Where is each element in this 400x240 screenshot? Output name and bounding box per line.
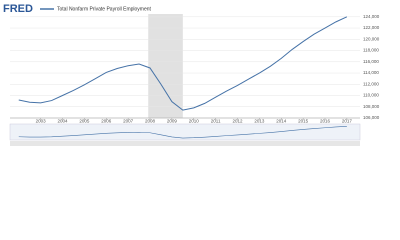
x-tick-label: 2008 — [145, 119, 156, 124]
y-tick-label: 110,000 — [363, 93, 379, 98]
series-line — [18, 16, 348, 111]
x-tick-label: 2012 — [232, 119, 243, 124]
navigator — [9, 123, 361, 141]
y-tick-label: 120,000 — [363, 36, 380, 41]
y-tick-label: 108,000 — [363, 104, 380, 109]
x-tick-label: 2009 — [167, 119, 178, 124]
y-tick-label: 112,000 — [363, 81, 379, 86]
fred-logo: FRED — [3, 3, 33, 15]
x-tick-label: 2007 — [123, 119, 134, 124]
scrollbar — [10, 141, 360, 146]
x-tick-label: 2006 — [101, 119, 112, 124]
y-tick-label: 124,000 — [363, 14, 380, 19]
chart: FRED Total Nonfarm Private Payroll Emplo… — [3, 3, 380, 146]
navigator-line — [18, 126, 347, 139]
x-tick-label: 2016 — [320, 119, 331, 124]
page: {"logo": "FRED", "chart_data": {"type": … — [3, 2, 380, 146]
x-tick-label: 2010 — [189, 119, 200, 124]
y-tick-label: 118,000 — [363, 48, 379, 53]
y-tick-label: 114,000 — [363, 70, 379, 75]
y-tick-label: 116,000 — [363, 59, 379, 64]
x-tick-label: 2015 — [298, 119, 309, 124]
x-tick-label: 2005 — [79, 119, 90, 124]
y-tick-label: 122,000 — [363, 25, 380, 30]
x-tick-label: 2011 — [211, 119, 221, 124]
recession-band — [148, 14, 183, 118]
x-tick-label: 2004 — [57, 119, 68, 124]
x-tick-label: 2014 — [276, 119, 287, 124]
y-tick-label: 106,000 — [363, 115, 380, 120]
legend-label: Total Nonfarm Private Payroll Employment — [57, 6, 152, 12]
x-tick-label: 2017 — [342, 119, 353, 124]
x-tick-label: 2003 — [36, 119, 47, 124]
x-tick-label: 2013 — [254, 119, 265, 124]
